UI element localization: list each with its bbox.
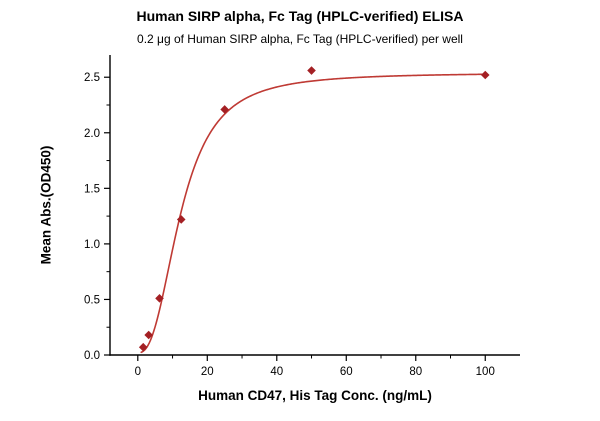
y-tick-label: 0.0 bbox=[84, 350, 100, 362]
data-point-marker bbox=[307, 66, 316, 75]
y-tick-label: 1.0 bbox=[84, 239, 100, 251]
data-point-marker bbox=[155, 294, 164, 303]
x-tick-label: 60 bbox=[340, 366, 353, 378]
x-tick-label: 20 bbox=[201, 366, 214, 378]
x-tick-label: 0 bbox=[135, 366, 141, 378]
fit-curve bbox=[140, 73, 487, 354]
x-axis-label: Human CD47, His Tag Conc. (ng/mL) bbox=[198, 388, 432, 403]
data-point-marker bbox=[176, 215, 186, 224]
data-point-marker bbox=[144, 330, 153, 340]
y-tick-label: 0.5 bbox=[84, 294, 100, 306]
data-point-marker bbox=[220, 105, 229, 114]
chart-title: Human SIRP alpha, Fc Tag (HPLC-verified)… bbox=[136, 8, 464, 24]
y-tick-label: 2.5 bbox=[84, 72, 100, 84]
chart-subtitle: 0.2 μg of Human SIRP alpha, Fc Tag (HPLC… bbox=[137, 32, 463, 46]
x-tick-label: 40 bbox=[270, 366, 283, 378]
data-point-marker bbox=[480, 70, 490, 80]
data-point-marker bbox=[138, 342, 148, 352]
y-tick-label: 2.0 bbox=[84, 128, 100, 140]
x-tick-label: 100 bbox=[476, 366, 495, 378]
y-tick-label: 1.5 bbox=[84, 183, 100, 195]
x-tick-label: 80 bbox=[409, 366, 422, 378]
